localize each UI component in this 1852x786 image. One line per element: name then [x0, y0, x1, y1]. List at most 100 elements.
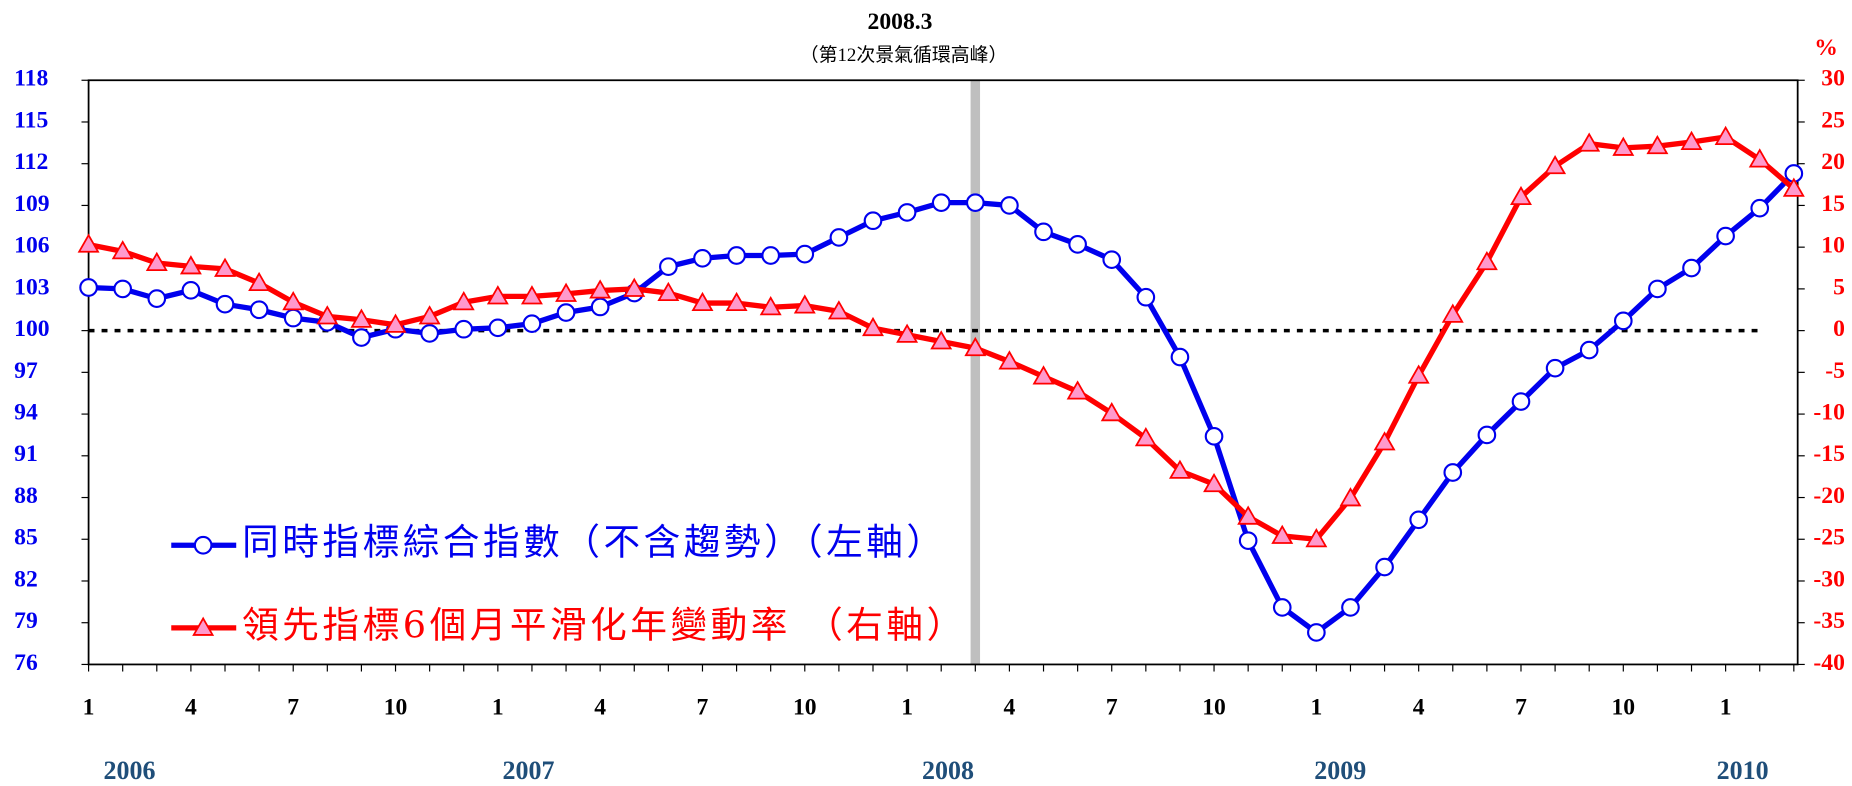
point — [282, 291, 305, 311]
point — [1578, 132, 1601, 152]
y2-tick-label: -25 — [1813, 525, 1844, 551]
point — [352, 328, 371, 347]
y-tick-label: 106 — [14, 233, 50, 259]
point — [727, 246, 746, 265]
point — [1136, 287, 1156, 307]
point — [1748, 148, 1771, 168]
y-tick-label: 115 — [14, 107, 48, 133]
point — [1170, 347, 1190, 367]
point — [1443, 463, 1463, 482]
x-tick-label: 7 — [1106, 695, 1118, 721]
point — [589, 279, 612, 299]
x-tick-label: 7 — [697, 695, 709, 721]
point — [179, 255, 202, 275]
y2-tick-label: -5 — [1825, 358, 1845, 384]
y2-tick-label: -10 — [1813, 400, 1844, 426]
point — [623, 277, 646, 297]
point — [1339, 487, 1362, 507]
point — [77, 233, 100, 253]
point — [1544, 154, 1567, 175]
point — [863, 211, 883, 231]
point — [1714, 125, 1737, 145]
y2-tick-label: 20 — [1821, 149, 1845, 175]
point — [1750, 198, 1770, 218]
point — [1510, 185, 1532, 206]
point — [1272, 598, 1292, 617]
point — [795, 244, 815, 264]
point — [79, 278, 98, 297]
point — [1305, 528, 1328, 548]
y-tick-label: 118 — [14, 66, 48, 92]
point — [1407, 364, 1430, 384]
y-tick-label: 100 — [14, 316, 49, 342]
point — [1545, 358, 1565, 378]
x-tick-label: 1 — [1310, 695, 1322, 721]
y-tick-label: 85 — [14, 525, 38, 551]
point — [1441, 303, 1464, 323]
point — [657, 281, 680, 302]
point — [896, 323, 919, 343]
year-label: 2008 — [922, 756, 974, 785]
point — [316, 305, 339, 325]
x-tick-label: 4 — [1004, 695, 1016, 721]
y2-axis-label: % — [1814, 35, 1838, 61]
y2-tick-label: -30 — [1813, 566, 1844, 592]
y2-tick-label: 30 — [1821, 66, 1845, 92]
point — [1134, 427, 1157, 447]
point — [113, 279, 133, 299]
point — [897, 203, 917, 222]
point — [964, 336, 987, 357]
point — [827, 300, 850, 320]
point — [488, 318, 508, 338]
point — [1102, 250, 1122, 270]
y-tick-label: 76 — [14, 650, 38, 676]
legend-marker — [192, 616, 215, 636]
y2-tick-label: 15 — [1821, 191, 1845, 217]
year-label: 2010 — [1717, 756, 1769, 785]
point — [1680, 130, 1703, 150]
point — [1066, 380, 1089, 400]
year-label: 2006 — [104, 756, 156, 785]
point — [1373, 431, 1396, 451]
point — [520, 285, 543, 305]
year-label: 2007 — [503, 756, 555, 785]
y2-tick-label: 25 — [1821, 107, 1845, 133]
x-tick-label: 10 — [793, 695, 817, 721]
point — [1375, 557, 1394, 577]
point — [1475, 250, 1498, 271]
plot-frame — [87, 79, 1799, 666]
year-label: 2009 — [1314, 756, 1366, 785]
point — [659, 257, 678, 276]
peak-band — [970, 80, 981, 665]
y2-tick-label: -20 — [1813, 483, 1844, 509]
point — [1032, 365, 1055, 385]
point — [248, 271, 271, 292]
point — [930, 330, 953, 350]
point — [998, 350, 1021, 370]
point — [1000, 196, 1019, 215]
legend-label: 同時指標綜合指數（不含趨勢）（左軸） — [242, 521, 946, 564]
point — [1341, 598, 1360, 617]
point — [1613, 311, 1633, 331]
point — [283, 308, 303, 328]
point — [1716, 226, 1735, 246]
point — [965, 193, 985, 212]
point — [590, 297, 610, 317]
point — [384, 313, 407, 333]
point — [1100, 402, 1123, 422]
point — [145, 251, 168, 271]
point — [1409, 510, 1429, 530]
point — [1612, 136, 1635, 156]
y-tick-label: 94 — [14, 400, 38, 426]
point — [1307, 623, 1326, 642]
y2-tick-label: 5 — [1833, 274, 1845, 300]
x-tick-label: 4 — [594, 695, 606, 721]
point — [725, 291, 748, 312]
y-tick-label: 109 — [14, 191, 49, 217]
point — [1168, 459, 1191, 479]
point — [761, 246, 781, 265]
y2-tick-label: -35 — [1813, 608, 1844, 634]
point — [111, 240, 134, 260]
point — [350, 308, 373, 328]
y-tick-label: 88 — [14, 483, 38, 509]
